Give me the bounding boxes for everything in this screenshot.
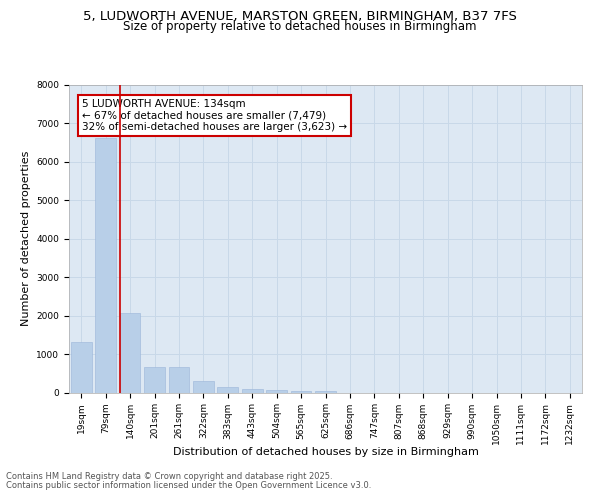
Text: Size of property relative to detached houses in Birmingham: Size of property relative to detached ho…: [123, 20, 477, 33]
Bar: [242, 390, 263, 392]
Bar: [266, 390, 287, 392]
Text: Contains public sector information licensed under the Open Government Licence v3: Contains public sector information licen…: [6, 481, 371, 490]
Bar: [315, 390, 336, 392]
Bar: [217, 387, 238, 392]
Bar: [71, 342, 92, 392]
Text: 5, LUDWORTH AVENUE, MARSTON GREEN, BIRMINGHAM, B37 7FS: 5, LUDWORTH AVENUE, MARSTON GREEN, BIRMI…: [83, 10, 517, 23]
Bar: [169, 366, 190, 392]
Y-axis label: Number of detached properties: Number of detached properties: [21, 151, 31, 326]
Bar: [95, 138, 116, 392]
Bar: [119, 312, 140, 392]
Text: 5 LUDWORTH AVENUE: 134sqm
← 67% of detached houses are smaller (7,479)
32% of se: 5 LUDWORTH AVENUE: 134sqm ← 67% of detac…: [82, 99, 347, 132]
Bar: [193, 382, 214, 392]
X-axis label: Distribution of detached houses by size in Birmingham: Distribution of detached houses by size …: [173, 447, 478, 457]
Bar: [290, 390, 311, 392]
Text: Contains HM Land Registry data © Crown copyright and database right 2025.: Contains HM Land Registry data © Crown c…: [6, 472, 332, 481]
Bar: [144, 366, 165, 392]
